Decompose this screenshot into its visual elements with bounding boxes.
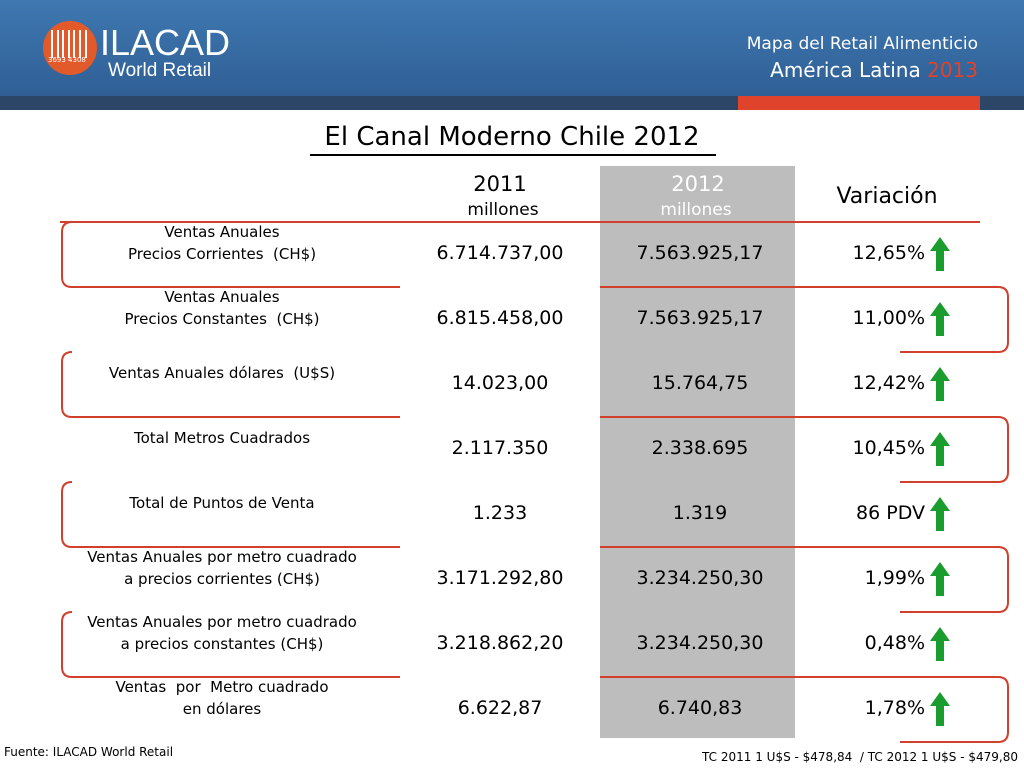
column-unit: millones <box>467 200 539 220</box>
value-2012: 6.740,83 <box>657 697 743 719</box>
highlight-column <box>600 166 795 738</box>
header-year: 2013 <box>927 58 978 82</box>
row-frame <box>600 546 1009 613</box>
row-label: Ventas Anuales por metro cuadrado <box>87 548 357 566</box>
header-band <box>0 0 1024 96</box>
row-label: Ventas por Metro cuadrado <box>115 678 329 696</box>
up-arrow <box>930 302 950 336</box>
row-frame <box>600 676 1009 743</box>
footer-exchange: TC 2011 1 U$S - $478,84 / TC 2012 1 U$S … <box>702 750 1018 764</box>
value-2011: 6.815.458,00 <box>436 307 564 329</box>
logo-digits: 3693 4308 <box>48 56 86 64</box>
column-year: 2011 <box>473 172 527 196</box>
value-2012: 7.563.925,17 <box>636 307 764 329</box>
up-arrow <box>930 237 950 271</box>
header-region: América Latina <box>770 58 921 82</box>
value-2011: 14.023,00 <box>451 372 549 394</box>
variation-header: Variación <box>836 184 938 209</box>
column-year: 2012 <box>671 172 725 196</box>
row-label: a precios corrientes (CH$) <box>124 570 320 588</box>
row-label: Ventas Anuales por metro cuadrado <box>87 613 357 631</box>
up-arrow <box>930 432 950 466</box>
logo-subtitle: World Retail <box>108 60 212 81</box>
row-label: Ventas Anuales dólares (U$S) <box>108 364 336 382</box>
value-2012: 3.234.250,30 <box>636 567 764 589</box>
up-arrow <box>930 627 950 661</box>
header-caption: Mapa del Retail Alimenticio <box>746 34 978 54</box>
page-title: El Canal Moderno Chile 2012 <box>324 122 700 152</box>
variation: 1,78% <box>864 697 925 719</box>
value-2012: 1.319 <box>672 502 728 524</box>
row-label: Precios Constantes (CH$) <box>124 310 320 328</box>
value-2011: 3.218.862,20 <box>436 632 564 654</box>
row-label: Ventas Anuales <box>164 223 280 241</box>
up-arrow <box>930 562 950 596</box>
row-frame <box>600 416 1009 483</box>
row-label: a precios constantes (CH$) <box>120 635 324 653</box>
row-frame <box>61 351 400 418</box>
value-2011: 3.171.292,80 <box>436 567 564 589</box>
row-label: Total Metros Cuadrados <box>133 429 311 447</box>
value-2012: 2.338.695 <box>651 437 749 459</box>
row-frame <box>61 481 400 548</box>
up-arrow <box>930 497 950 531</box>
up-arrow <box>930 692 950 726</box>
up-arrow <box>930 367 950 401</box>
variation: 0,48% <box>864 632 925 654</box>
value-2012: 7.563.925,17 <box>636 242 764 264</box>
value-2011: 6.622,87 <box>457 697 543 719</box>
logo-barcode <box>51 30 87 58</box>
value-2011: 6.714.737,00 <box>436 242 564 264</box>
column-unit: millones <box>660 200 732 220</box>
header-caption-2: América Latina 2013 <box>770 58 978 82</box>
row-frame <box>61 221 400 288</box>
variation: 10,45% <box>852 437 925 459</box>
row-label: Precios Corrientes (CH$) <box>127 245 317 263</box>
row-label: Total de Puntos de Venta <box>129 494 315 512</box>
header-accent <box>738 96 980 110</box>
footer-source: Fuente: ILACAD World Retail <box>4 745 174 759</box>
value-2011: 1.233 <box>472 502 528 524</box>
row-frame <box>61 611 400 678</box>
value-2012: 3.234.250,30 <box>636 632 764 654</box>
logo-name: ILACAD <box>100 22 231 63</box>
variation: 12,42% <box>852 372 925 394</box>
variation: 1,99% <box>864 567 925 589</box>
variation: 12,65% <box>852 242 925 264</box>
variation: 11,00% <box>852 307 925 329</box>
row-label: en dólares <box>182 700 262 718</box>
row-frame <box>600 286 1009 353</box>
value-2011: 2.117.350 <box>451 437 549 459</box>
value-2012: 15.764,75 <box>651 372 749 394</box>
variation: 86 PDV <box>856 502 925 524</box>
row-label: Ventas Anuales <box>164 288 280 306</box>
